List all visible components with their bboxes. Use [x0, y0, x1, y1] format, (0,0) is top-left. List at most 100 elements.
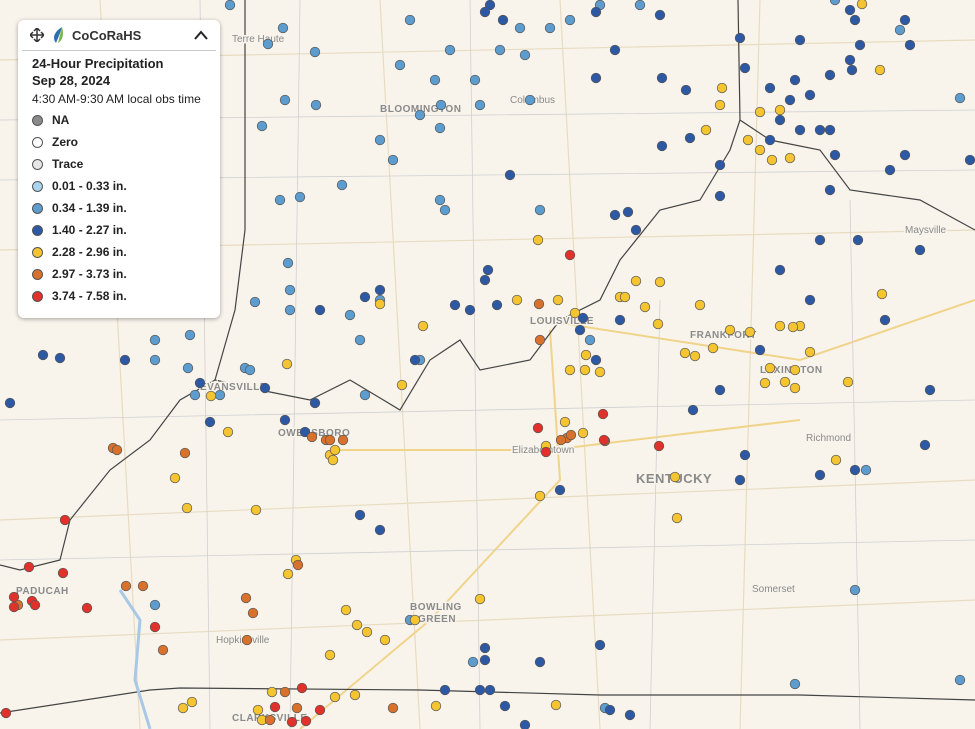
station-dot[interactable]	[299, 426, 311, 438]
station-dot[interactable]	[534, 656, 546, 668]
station-dot[interactable]	[764, 134, 776, 146]
station-dot[interactable]	[467, 656, 479, 668]
station-dot[interactable]	[482, 264, 494, 276]
station-dot[interactable]	[829, 0, 841, 6]
station-dot[interactable]	[524, 94, 536, 106]
station-dot[interactable]	[564, 14, 576, 26]
station-dot[interactable]	[739, 62, 751, 74]
station-dot[interactable]	[534, 334, 546, 346]
station-dot[interactable]	[964, 154, 975, 166]
station-dot[interactable]	[59, 514, 71, 526]
station-dot[interactable]	[814, 469, 826, 481]
station-dot[interactable]	[29, 599, 41, 611]
station-dot[interactable]	[149, 334, 161, 346]
station-dot[interactable]	[555, 434, 567, 446]
station-dot[interactable]	[804, 294, 816, 306]
station-dot[interactable]	[656, 140, 668, 152]
station-dot[interactable]	[844, 54, 856, 66]
station-dot[interactable]	[552, 294, 564, 306]
station-dot[interactable]	[584, 334, 596, 346]
station-dot[interactable]	[590, 354, 602, 366]
station-dot[interactable]	[37, 349, 49, 361]
station-dot[interactable]	[204, 416, 216, 428]
station-dot[interactable]	[324, 434, 336, 446]
station-dot[interactable]	[435, 99, 447, 111]
station-dot[interactable]	[814, 234, 826, 246]
station-dot[interactable]	[954, 674, 966, 686]
station-dot[interactable]	[784, 152, 796, 164]
station-dot[interactable]	[774, 104, 786, 116]
station-dot[interactable]	[856, 0, 868, 10]
station-dot[interactable]	[0, 707, 12, 719]
station-dot[interactable]	[899, 14, 911, 26]
station-dot[interactable]	[374, 298, 386, 310]
station-dot[interactable]	[824, 69, 836, 81]
station-dot[interactable]	[519, 719, 531, 729]
station-dot[interactable]	[417, 320, 429, 332]
station-dot[interactable]	[766, 154, 778, 166]
station-dot[interactable]	[294, 191, 306, 203]
station-dot[interactable]	[624, 709, 636, 721]
station-dot[interactable]	[379, 634, 391, 646]
station-dot[interactable]	[754, 106, 766, 118]
station-dot[interactable]	[310, 99, 322, 111]
station-dot[interactable]	[654, 276, 666, 288]
station-dot[interactable]	[860, 464, 872, 476]
station-dot[interactable]	[844, 4, 856, 16]
station-dot[interactable]	[429, 74, 441, 86]
station-dot[interactable]	[240, 592, 252, 604]
station-dot[interactable]	[609, 44, 621, 56]
station-dot[interactable]	[789, 382, 801, 394]
station-dot[interactable]	[250, 504, 262, 516]
station-dot[interactable]	[577, 312, 589, 324]
station-dot[interactable]	[924, 384, 936, 396]
station-dot[interactable]	[177, 702, 189, 714]
station-dot[interactable]	[597, 408, 609, 420]
station-dot[interactable]	[279, 414, 291, 426]
station-dot[interactable]	[354, 334, 366, 346]
station-dot[interactable]	[854, 39, 866, 51]
station-dot[interactable]	[284, 304, 296, 316]
station-dot[interactable]	[244, 364, 256, 376]
station-dot[interactable]	[919, 439, 931, 451]
station-dot[interactable]	[789, 74, 801, 86]
station-dot[interactable]	[590, 6, 602, 18]
station-dot[interactable]	[479, 654, 491, 666]
station-dot[interactable]	[119, 354, 131, 366]
station-dot[interactable]	[622, 206, 634, 218]
station-dot[interactable]	[284, 284, 296, 296]
station-dot[interactable]	[249, 296, 261, 308]
station-dot[interactable]	[149, 621, 161, 633]
station-dot[interactable]	[598, 434, 610, 446]
station-dot[interactable]	[716, 82, 728, 94]
station-dot[interactable]	[286, 716, 298, 728]
station-dot[interactable]	[186, 696, 198, 708]
station-dot[interactable]	[590, 72, 602, 84]
station-dot[interactable]	[824, 184, 836, 196]
station-dot[interactable]	[559, 416, 571, 428]
station-dot[interactable]	[794, 34, 806, 46]
station-dot[interactable]	[241, 634, 253, 646]
station-dot[interactable]	[394, 59, 406, 71]
station-dot[interactable]	[329, 691, 341, 703]
station-dot[interactable]	[281, 358, 293, 370]
station-dot[interactable]	[739, 449, 751, 461]
station-dot[interactable]	[774, 264, 786, 276]
station-dot[interactable]	[759, 377, 771, 389]
station-dot[interactable]	[565, 429, 577, 441]
station-dot[interactable]	[774, 320, 786, 332]
station-dot[interactable]	[700, 124, 712, 136]
station-dot[interactable]	[764, 82, 776, 94]
station-dot[interactable]	[734, 32, 746, 44]
station-dot[interactable]	[594, 639, 606, 651]
station-dot[interactable]	[189, 389, 201, 401]
station-dot[interactable]	[282, 568, 294, 580]
station-dot[interactable]	[306, 431, 318, 443]
station-dot[interactable]	[580, 349, 592, 361]
station-dot[interactable]	[499, 700, 511, 712]
station-dot[interactable]	[754, 144, 766, 156]
station-dot[interactable]	[511, 294, 523, 306]
station-dot[interactable]	[533, 298, 545, 310]
station-dot[interactable]	[680, 84, 692, 96]
station-dot[interactable]	[292, 559, 304, 571]
